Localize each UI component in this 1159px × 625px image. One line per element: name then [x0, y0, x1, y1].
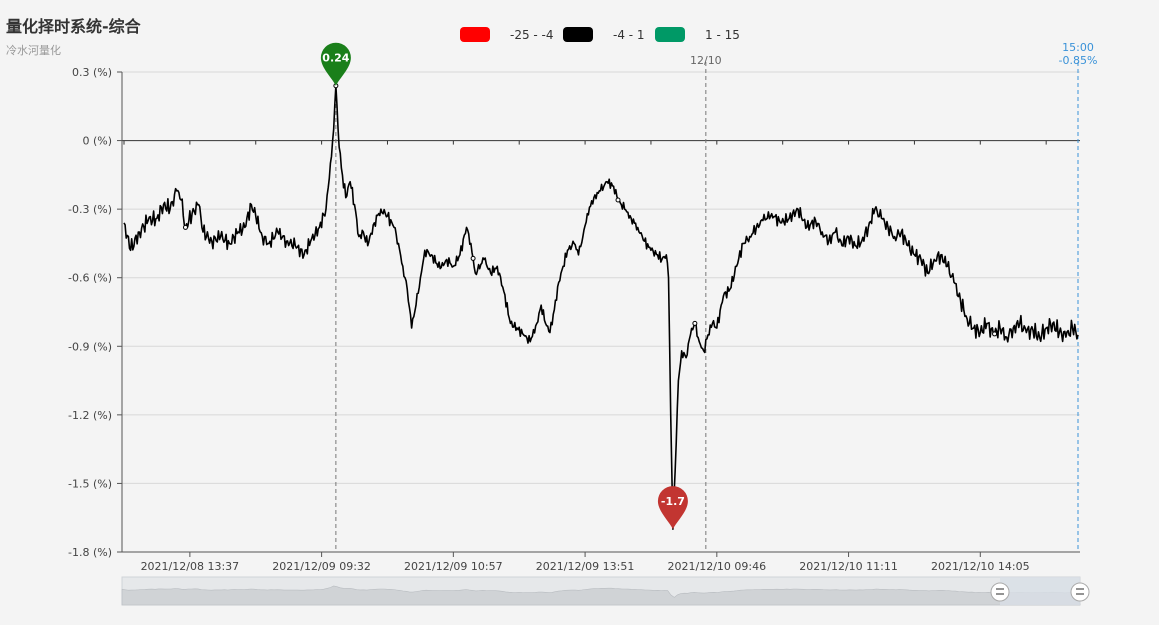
legend: -25 - -4 -4 - 1 1 - 15 — [460, 27, 740, 42]
y-tick-label: 0.3 (%) — [72, 66, 112, 79]
legend-label: -25 - -4 — [510, 28, 554, 42]
series-layer — [123, 83, 1079, 530]
data-point — [470, 255, 476, 261]
data-zoom[interactable] — [121, 576, 1090, 606]
data-point — [992, 331, 998, 337]
y-tick-label: -0.9 (%) — [68, 340, 112, 353]
zoom-end-handle[interactable] — [1070, 582, 1090, 602]
y-tick-label: -1.5 (%) — [68, 477, 112, 490]
data-point — [615, 197, 621, 203]
x-axis: 2021/12/08 13:37 2021/12/09 09:32 2021/12/… — [122, 140, 1080, 573]
x-tick-label: 2021/12/10 11:11 — [799, 560, 898, 573]
x-tick-label: 2021/12/09 13:51 — [536, 560, 635, 573]
equals-icon[interactable] — [1070, 582, 1090, 602]
x-tick-label: 2021/12/09 10:57 — [404, 560, 503, 573]
zoom-start-handle[interactable] — [990, 582, 1010, 602]
min-pin — [657, 486, 688, 530]
x-tick-label: 2021/12/10 14:05 — [931, 560, 1030, 573]
series-line-0 — [123, 84, 1079, 530]
data-point — [692, 320, 698, 326]
legend-swatch — [655, 27, 685, 42]
grid — [122, 71, 1080, 553]
chart-subtitle: 冷水河量化 — [6, 43, 61, 57]
chart-title: 量化择时系统-综合 — [6, 17, 142, 36]
data-point — [182, 224, 188, 230]
zoom-selection — [1000, 577, 1080, 605]
legend-label: -4 - 1 — [613, 28, 645, 42]
zoom-sparkline — [121, 585, 1081, 606]
y-tick-label: 0 (%) — [82, 135, 112, 148]
x-tick-label: 2021/12/10 09:46 — [668, 560, 767, 573]
y-axis: 0.3 (%) 0 (%) -0.3 (%) -0.6 (%) -0.9 (%) -1.2… — [68, 66, 123, 559]
legend-swatch — [460, 27, 490, 42]
max-pin — [320, 42, 351, 86]
y-tick-label: -1.2 (%) — [68, 409, 112, 422]
y-tick-label: -1.8 (%) — [68, 546, 112, 559]
y-tick-label: -0.3 (%) — [68, 203, 112, 216]
end-marker-time: 15:00 — [1062, 41, 1094, 54]
min-pin-label: -1.7 — [661, 495, 685, 508]
max-pin-label: 0.24 — [322, 52, 349, 65]
x-tick-label: 2021/12/08 13:37 — [141, 560, 240, 573]
legend-swatch — [563, 27, 593, 42]
x-tick-label: 2021/12/09 09:32 — [272, 560, 371, 573]
y-tick-label: -0.6 (%) — [68, 272, 112, 285]
end-marker-value: -0.85% — [1059, 54, 1098, 67]
markers-layer: 0.24 -1.7 — [320, 42, 688, 530]
vline-label: 12/10 — [690, 54, 722, 67]
equals-icon[interactable] — [990, 582, 1010, 602]
legend-label: 1 - 15 — [705, 28, 740, 42]
